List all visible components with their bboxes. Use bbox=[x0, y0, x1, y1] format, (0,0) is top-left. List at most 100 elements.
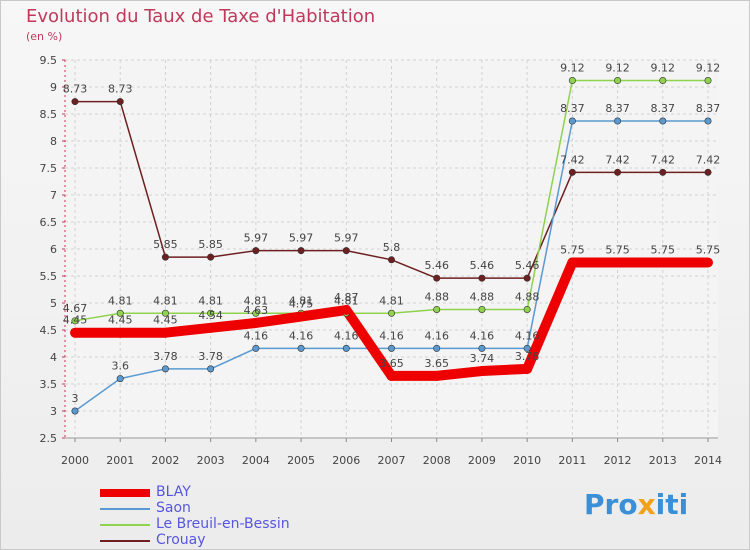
data-point bbox=[70, 327, 80, 338]
data-point bbox=[205, 322, 216, 333]
data-point bbox=[250, 317, 261, 328]
data-point bbox=[342, 344, 350, 352]
data-point bbox=[116, 98, 124, 106]
chart-unit-label: (en %) bbox=[26, 30, 63, 43]
x-tick-label: 2004 bbox=[242, 454, 270, 467]
data-point bbox=[523, 305, 531, 313]
data-label: 4.88 bbox=[515, 290, 540, 303]
x-tick-label: 2001 bbox=[106, 454, 134, 467]
data-label: 4.81 bbox=[108, 294, 133, 307]
data-label: 5.85 bbox=[153, 238, 178, 251]
data-point bbox=[659, 168, 667, 176]
data-label: 4.54 bbox=[198, 309, 223, 322]
x-tick-label: 2000 bbox=[61, 454, 89, 467]
y-tick-label: 2.5 bbox=[40, 432, 58, 445]
data-point bbox=[614, 117, 622, 125]
data-point bbox=[614, 168, 622, 176]
y-tick-label: 4.5 bbox=[40, 324, 58, 337]
proxiti-logo: Proxiti bbox=[584, 488, 688, 521]
y-tick-label: 3.5 bbox=[40, 378, 58, 391]
y-tick-label: 8 bbox=[50, 135, 57, 148]
data-label: 4.16 bbox=[470, 329, 495, 342]
data-point bbox=[161, 253, 169, 261]
data-point bbox=[387, 309, 395, 317]
legend-label: BLAY bbox=[156, 484, 191, 500]
data-point bbox=[207, 309, 215, 317]
legend-item: Le Breuil-en-Bessin bbox=[100, 516, 360, 533]
data-point bbox=[659, 77, 667, 85]
data-label: 8.73 bbox=[63, 83, 88, 96]
data-point bbox=[523, 344, 531, 352]
y-tick-label: 9 bbox=[50, 81, 57, 94]
data-point bbox=[296, 311, 307, 322]
y-tick-label: 7 bbox=[50, 189, 57, 202]
y-tick-label: 6 bbox=[50, 243, 57, 256]
legend-label: Le Breuil-en-Bessin bbox=[156, 516, 290, 532]
data-label: 9.12 bbox=[605, 62, 630, 75]
data-point bbox=[476, 366, 487, 377]
data-label: 8.73 bbox=[108, 83, 133, 96]
data-point bbox=[252, 344, 260, 352]
data-label: 4.75 bbox=[289, 298, 314, 311]
x-tick-label: 2012 bbox=[604, 454, 632, 467]
data-point bbox=[659, 117, 667, 125]
logo-part-x: x bbox=[637, 488, 656, 521]
data-point bbox=[568, 77, 576, 85]
y-tick-label: 7.5 bbox=[40, 162, 58, 175]
data-label: 7.42 bbox=[560, 153, 585, 166]
data-label: 3.6 bbox=[111, 360, 129, 373]
data-point bbox=[568, 168, 576, 176]
legend-item: BLAY bbox=[100, 484, 360, 501]
data-label: 9.12 bbox=[696, 62, 721, 75]
data-point bbox=[478, 344, 486, 352]
data-label: 4.81 bbox=[244, 294, 269, 307]
legend-label: Crouay bbox=[156, 532, 206, 548]
data-point bbox=[386, 370, 397, 381]
data-label: 4.45 bbox=[108, 314, 133, 327]
y-tick-label: 5 bbox=[50, 297, 57, 310]
data-point bbox=[252, 247, 260, 255]
x-tick-label: 2013 bbox=[649, 454, 677, 467]
x-tick-label: 2003 bbox=[197, 454, 225, 467]
data-point bbox=[161, 365, 169, 373]
data-label: 4.67 bbox=[63, 302, 88, 315]
data-label: 4.16 bbox=[244, 329, 269, 342]
x-tick-label: 2007 bbox=[378, 454, 406, 467]
data-label: 4.81 bbox=[289, 294, 314, 307]
data-point bbox=[71, 98, 79, 106]
y-tick-label: 3 bbox=[50, 405, 57, 418]
data-label: 3.65 bbox=[424, 357, 449, 370]
data-label: 7.42 bbox=[605, 153, 630, 166]
data-point bbox=[478, 274, 486, 282]
data-label: 5.97 bbox=[334, 232, 359, 245]
data-label: 4.16 bbox=[289, 329, 314, 342]
data-label: 5.46 bbox=[424, 259, 449, 272]
data-label: 5.75 bbox=[696, 244, 721, 257]
y-tick-label: 6.5 bbox=[40, 216, 58, 229]
data-label: 4.45 bbox=[63, 314, 88, 327]
data-label: 4.81 bbox=[153, 294, 178, 307]
data-label: 4.88 bbox=[470, 290, 495, 303]
legend-swatch bbox=[100, 508, 150, 510]
chart-title: Evolution du Taux de Taxe d'Habitation bbox=[26, 6, 376, 27]
data-label: 9.12 bbox=[651, 62, 676, 75]
data-label: 5.8 bbox=[383, 241, 401, 254]
x-tick-label: 2005 bbox=[287, 454, 315, 467]
data-label: 4.81 bbox=[334, 294, 359, 307]
data-point bbox=[161, 309, 169, 317]
data-point bbox=[342, 247, 350, 255]
data-point bbox=[116, 309, 124, 317]
data-label: 5.46 bbox=[515, 259, 540, 272]
data-point bbox=[614, 77, 622, 85]
data-label: 5.85 bbox=[198, 238, 223, 251]
legend-swatch bbox=[100, 489, 150, 497]
y-tick-label: 5.5 bbox=[40, 270, 58, 283]
data-label: 3.78 bbox=[153, 350, 178, 363]
x-tick-label: 2010 bbox=[513, 454, 541, 467]
data-label: 7.42 bbox=[696, 153, 721, 166]
data-point bbox=[252, 309, 260, 317]
data-label: 3 bbox=[72, 392, 79, 405]
data-point bbox=[612, 257, 623, 268]
data-label: 3.74 bbox=[470, 352, 495, 365]
data-label: 4.63 bbox=[244, 304, 269, 317]
